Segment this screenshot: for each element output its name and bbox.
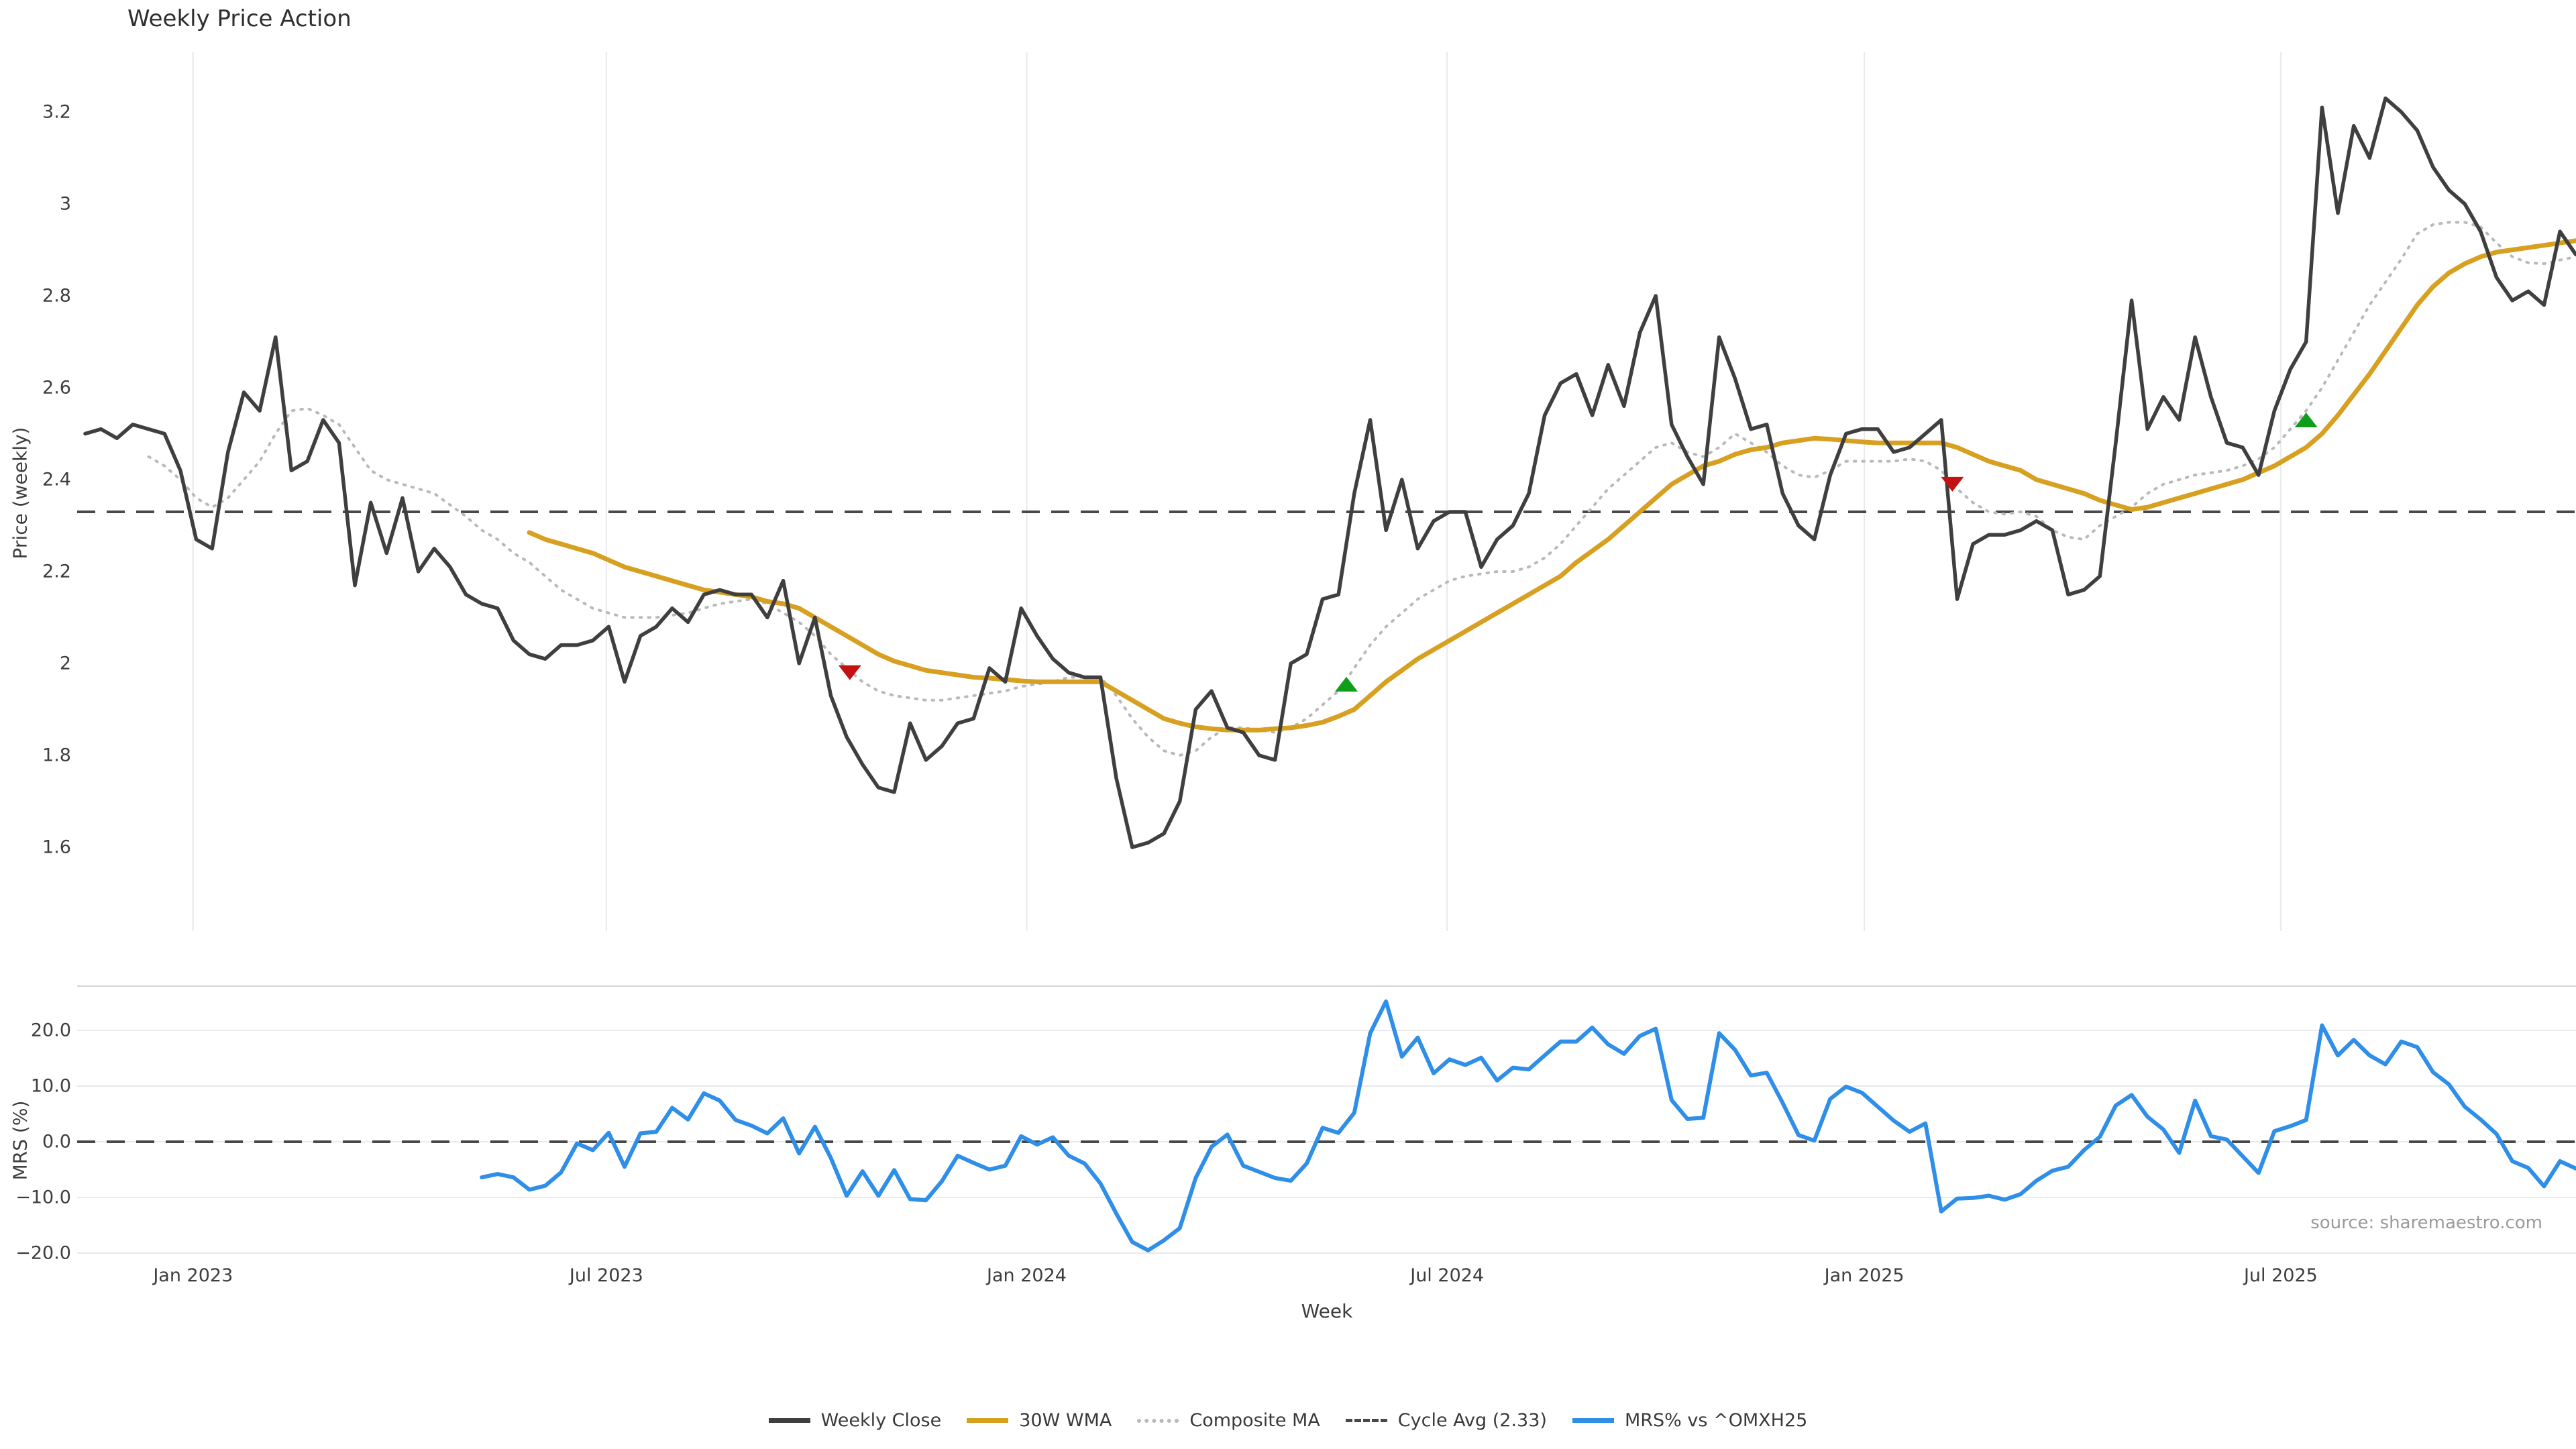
price-ytick-label: 2.8 [42, 285, 71, 307]
legend: Weekly Close 30W WMA Composite MA Cycle … [0, 1410, 2576, 1431]
legend-label: Composite MA [1189, 1410, 1320, 1431]
legend-item-mrs: MRS% vs ^OMXH25 [1572, 1410, 1807, 1431]
x-tick-label: Jul 2024 [1410, 1265, 1485, 1286]
x-tick-label: Jan 2025 [1824, 1265, 1904, 1286]
x-tick-label: Jan 2023 [153, 1265, 233, 1286]
x-tick-label: Jul 2023 [569, 1265, 643, 1286]
mrs-ytick-label: 10.0 [30, 1075, 71, 1097]
price-ytick-label: 2.2 [42, 561, 71, 582]
sell-marker-icon [838, 665, 861, 680]
mrs-swatch-icon [1572, 1418, 1614, 1423]
price-axis-label: Price (weekly) [9, 427, 32, 559]
legend-item-composite: Composite MA [1137, 1410, 1320, 1431]
legend-label: Weekly Close [820, 1410, 942, 1431]
page-title: Weekly Price Action [127, 5, 352, 32]
legend-item-weekly-close: Weekly Close [768, 1410, 942, 1431]
cycle-avg-swatch-icon [1345, 1419, 1387, 1422]
legend-label: MRS% vs ^OMXH25 [1624, 1410, 1808, 1431]
x-tick-label: Jan 2024 [987, 1265, 1067, 1286]
wma-swatch-icon [967, 1418, 1009, 1423]
sell-marker-icon [1941, 476, 1964, 492]
price-ytick-label: 2.6 [42, 377, 71, 398]
mrs-ytick-label: −20.0 [15, 1242, 71, 1264]
composite-swatch-icon [1137, 1418, 1179, 1423]
buy-marker-icon [2294, 412, 2318, 427]
price-ytick-label: 3.2 [42, 101, 71, 123]
source-note: source: sharemaestro.com [2310, 1213, 2542, 1233]
composite-ma-line [147, 221, 2576, 757]
mrs-line [480, 999, 2576, 1252]
price-ytick-label: 1.8 [42, 745, 71, 766]
legend-label: Cycle Avg (2.33) [1397, 1410, 1547, 1431]
legend-label: 30W WMA [1019, 1410, 1112, 1431]
weekly-close-line [83, 96, 2576, 849]
legend-item-cycle-avg: Cycle Avg (2.33) [1345, 1410, 1547, 1431]
week-axis-label: Week [1301, 1300, 1353, 1322]
price-ytick-label: 2 [59, 653, 71, 674]
price-ytick-label: 3 [59, 193, 71, 215]
mrs-ytick-label: −10.0 [15, 1187, 71, 1208]
wma-line [527, 238, 2576, 733]
price-ytick-label: 1.6 [42, 837, 71, 858]
mrs-ytick-label: 0.0 [42, 1131, 71, 1152]
x-tick-label: Jul 2025 [2243, 1265, 2318, 1286]
weekly-close-swatch-icon [768, 1418, 810, 1423]
buy-marker-icon [1335, 676, 1358, 692]
price-ytick-label: 2.4 [42, 469, 71, 490]
mrs-ytick-label: 20.0 [30, 1020, 71, 1041]
legend-item-wma: 30W WMA [967, 1410, 1112, 1431]
